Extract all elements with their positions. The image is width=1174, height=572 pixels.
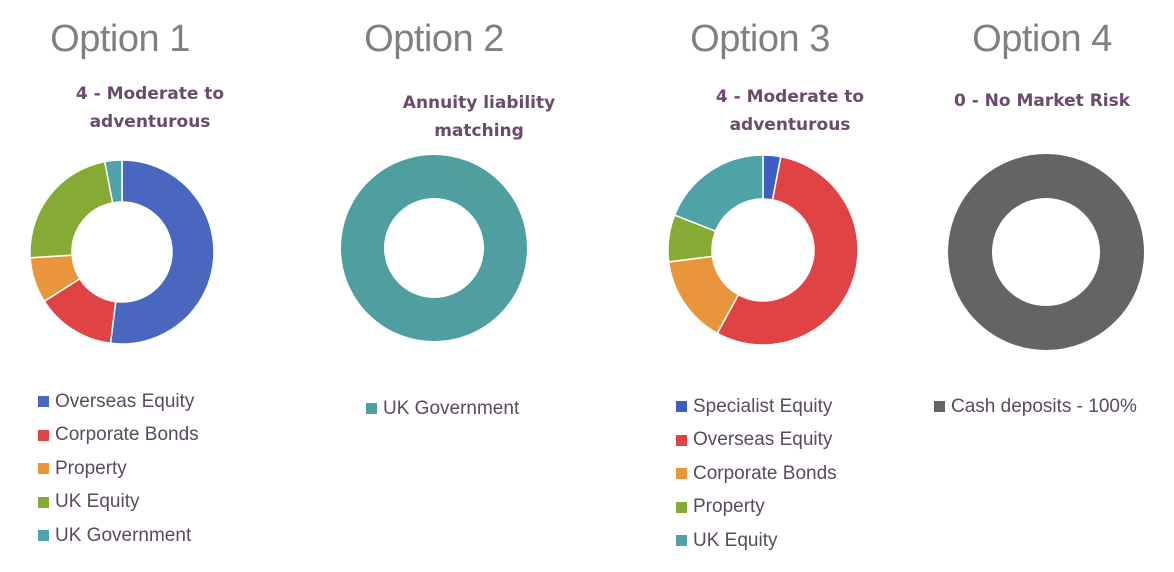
option-3-legend-item-overseas-equity: Overseas Equity xyxy=(676,424,837,458)
legend-label: Property xyxy=(55,457,127,479)
legend-label: Specialist Equity xyxy=(693,395,833,417)
option-3-donut-chart xyxy=(667,154,859,346)
option-4-donut-chart xyxy=(948,154,1144,350)
legend-swatch xyxy=(934,401,945,413)
option-1-title: Option 1 xyxy=(50,18,190,60)
option-3-legend-item-specialist-equity: Specialist Equity xyxy=(676,390,837,424)
legend-label: UK Equity xyxy=(693,529,778,551)
legend-swatch xyxy=(38,463,49,475)
option-3-risk-label: 4 - Moderate to adventurous xyxy=(715,87,865,135)
legend-label: Overseas Equity xyxy=(693,429,833,451)
legend-swatch xyxy=(676,468,687,480)
option-2-slice-uk-government xyxy=(341,155,527,341)
option-1-donut-chart xyxy=(29,159,215,345)
option-3-legend-item-uk-equity: UK Equity xyxy=(676,524,837,558)
option-3-slice-uk-equity xyxy=(673,154,764,233)
option-1-slice-overseas-equity xyxy=(109,159,215,345)
option-1-slice-uk-government xyxy=(103,159,123,204)
option-3-panel: Option 3 4 - Moderate to adventurous Spe… xyxy=(640,0,880,572)
option-3-title: Option 3 xyxy=(690,18,830,60)
legend-swatch xyxy=(676,535,687,547)
option-1-legend-item-property: Property xyxy=(38,452,199,486)
legend-swatch xyxy=(38,530,49,542)
option-4-panel: Option 4 0 - No Market Risk Cash deposit… xyxy=(922,0,1162,572)
option-1-legend-item-corporate-bonds: Corporate Bonds xyxy=(38,419,199,453)
option-2-legend: UK Government xyxy=(366,392,519,426)
option-2-risk-label: Annuity liability matching xyxy=(402,93,556,141)
option-3-legend-item-corporate-bonds: Corporate Bonds xyxy=(676,457,837,491)
legend-label: Cash deposits - 100% xyxy=(951,395,1137,417)
option-2-title: Option 2 xyxy=(364,18,504,60)
legend-label: Corporate Bonds xyxy=(693,462,837,484)
option-3-legend-item-property: Property xyxy=(676,491,837,525)
legend-swatch xyxy=(676,401,687,413)
option-3-slice-overseas-equity xyxy=(716,155,859,346)
option-4-title: Option 4 xyxy=(972,18,1112,60)
option-1-legend: Overseas Equity Corporate Bonds Property UK… xyxy=(38,385,199,553)
legend-swatch xyxy=(366,403,377,415)
option-1-legend-item-uk-equity: UK Equity xyxy=(38,486,199,520)
legend-swatch xyxy=(38,396,49,408)
option-4-legend: Cash deposits - 100% xyxy=(934,390,1137,424)
legend-label: Overseas Equity xyxy=(55,390,195,412)
legend-label: Corporate Bonds xyxy=(55,424,199,446)
option-1-risk-label: 4 - Moderate to adventurous xyxy=(75,84,225,132)
option-2-panel: Option 2 Annuity liability matching UK G… xyxy=(314,0,555,572)
option-2-donut-chart xyxy=(341,155,527,341)
legend-label: UK Government xyxy=(55,524,192,546)
option-1-legend-item-overseas-equity: Overseas Equity xyxy=(38,385,199,419)
option-3-legend: Specialist Equity Overseas Equity Corporat… xyxy=(676,390,837,558)
option-1-panel: Option 1 4 - Moderate to adventurous Ove… xyxy=(0,0,240,572)
option-1-legend-item-uk-government: UK Government xyxy=(38,519,199,553)
legend-swatch xyxy=(38,429,49,441)
option-2-legend-item-uk-government: UK Government xyxy=(366,392,519,426)
legend-swatch xyxy=(676,434,687,446)
legend-label: Property xyxy=(693,496,765,518)
legend-label: UK Government xyxy=(383,397,520,419)
option-4-risk-label: 0 - No Market Risk xyxy=(953,91,1131,111)
legend-swatch xyxy=(38,496,49,508)
legend-swatch xyxy=(676,501,687,513)
option-4-legend-item-cash-deposits-100: Cash deposits - 100% xyxy=(934,390,1137,424)
legend-label: UK Equity xyxy=(55,491,140,513)
option-4-slice-cash-deposits-100 xyxy=(948,154,1144,350)
option-1-slice-uk-equity xyxy=(29,160,114,259)
